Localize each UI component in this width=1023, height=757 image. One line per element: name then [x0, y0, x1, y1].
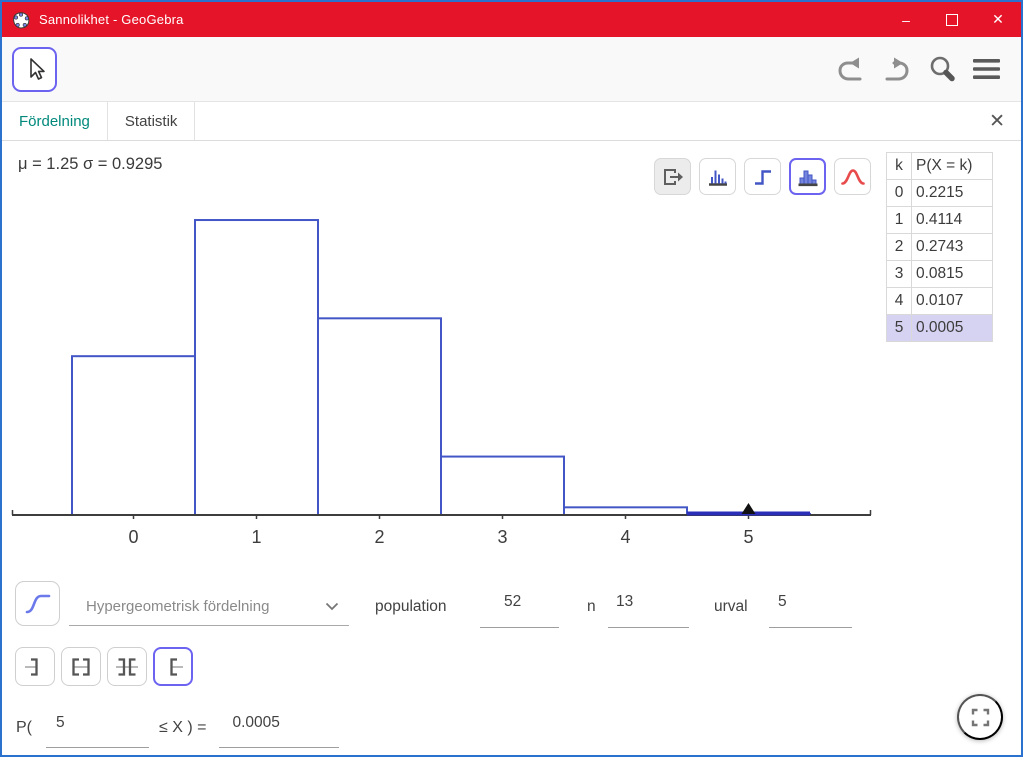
col-p-header: P(X = k)	[911, 152, 993, 180]
interval-left-button[interactable]	[15, 647, 55, 686]
histogram-bar[interactable]	[317, 317, 442, 516]
prob-lower-input[interactable]: 5	[46, 706, 149, 748]
distribution-select-value: Hypergeometrisk fördelning	[86, 598, 270, 615]
table-row[interactable]: 4 0.0107	[886, 287, 993, 315]
window-title: Sannolikhet - GeoGebra	[39, 12, 184, 27]
bar-graph-icon	[708, 170, 727, 186]
step-graph-view-button[interactable]	[744, 158, 781, 195]
x-tick-label: 0	[128, 527, 138, 547]
redo-button[interactable]	[881, 54, 912, 84]
window-controls: – ✕	[883, 2, 1021, 37]
interval-right-icon	[170, 657, 183, 676]
table-row[interactable]: 2 0.2743	[886, 233, 993, 261]
param-label-population: population	[375, 598, 447, 615]
prob-result-input[interactable]: 0.0005	[219, 706, 340, 748]
close-button[interactable]: ✕	[992, 11, 1004, 27]
interval-right-button[interactable]	[153, 647, 193, 686]
histogram-icon	[798, 170, 817, 186]
interval-between-button[interactable]	[61, 647, 101, 686]
interval-type-toolbar	[15, 647, 193, 686]
tab-distribution[interactable]: Fördelning	[2, 102, 108, 140]
normal-curve-view-button[interactable]	[834, 158, 871, 195]
table-row[interactable]: 3 0.0815	[886, 260, 993, 288]
probability-expression-row: P( 5 ≤ X ) = 0.0005	[16, 706, 340, 748]
minimize-button[interactable]: –	[902, 11, 910, 28]
interval-left-icon	[25, 657, 38, 676]
mean-sd-summary: μ = 1.25 σ = 0.9295	[18, 155, 163, 173]
toolbar	[2, 37, 1021, 102]
bar-graph-view-button[interactable]	[699, 158, 736, 195]
geogebra-logo-icon	[13, 11, 30, 28]
undo-button[interactable]	[835, 54, 866, 84]
interval-between-icon	[72, 657, 90, 676]
menu-button[interactable]	[972, 56, 1001, 82]
chevron-down-icon	[325, 602, 339, 611]
histogram-bar[interactable]	[440, 455, 565, 517]
search-icon	[930, 56, 955, 82]
interval-outside-icon	[116, 657, 138, 676]
bell-curve-icon	[840, 168, 865, 185]
interval-marker-handle[interactable]	[741, 503, 756, 514]
prob-prefix: P(	[16, 719, 32, 736]
table-header-row: k P(X = k)	[886, 152, 993, 180]
probability-table: k P(X = k) 0 0.2215 1 0.4114 2 0.2743 3 0.08…	[886, 152, 993, 342]
histogram-bar[interactable]	[71, 355, 196, 516]
panel-close-button[interactable]: ✕	[989, 110, 1005, 132]
histogram-plot[interactable]: 0 1 2 3 4 5	[2, 141, 882, 571]
export-icon	[663, 168, 683, 185]
cursor-icon	[29, 58, 45, 80]
param-input-population[interactable]: 52	[480, 587, 559, 628]
histogram-view-button[interactable]	[789, 158, 826, 195]
fullscreen-icon	[971, 708, 989, 726]
histogram-bar[interactable]	[563, 506, 688, 516]
fullscreen-button[interactable]	[957, 694, 1003, 740]
param-input-urval[interactable]: 5	[769, 587, 852, 628]
toolbar-right	[835, 54, 1011, 84]
search-button[interactable]	[927, 54, 957, 84]
table-row[interactable]: 0 0.2215	[886, 179, 993, 207]
cdf-curve-icon	[25, 594, 50, 613]
main-content: μ = 1.25 σ = 0.9295 0 1 2 3 4 5	[2, 141, 1021, 755]
hamburger-icon	[973, 59, 1000, 79]
x-tick-label: 3	[497, 527, 507, 547]
prob-operator: ≤ X ) =	[159, 719, 207, 736]
interval-outside-button[interactable]	[107, 647, 147, 686]
tab-statistics[interactable]: Statistik	[108, 102, 196, 140]
x-tick-label: 4	[620, 527, 630, 547]
param-label-urval: urval	[714, 598, 748, 615]
step-graph-icon	[754, 169, 771, 185]
param-label-n: n	[587, 598, 596, 615]
x-tick-label: 2	[374, 527, 384, 547]
titlebar: Sannolikhet - GeoGebra – ✕	[2, 2, 1021, 37]
table-row-highlighted[interactable]: 5 0.0005	[886, 314, 993, 342]
export-button[interactable]	[654, 158, 691, 195]
maximize-icon	[946, 13, 958, 26]
chart-type-toolbar	[654, 158, 871, 195]
undo-arrowhead	[850, 57, 859, 69]
move-tool-button[interactable]	[12, 46, 57, 92]
x-tick-label: 5	[743, 527, 753, 547]
x-tick-label: 1	[251, 527, 261, 547]
distribution-select[interactable]: Hypergeometrisk fördelning	[69, 588, 349, 626]
cumulative-toggle-button[interactable]	[15, 581, 60, 626]
tabbar: Fördelning Statistik ✕	[2, 102, 1021, 141]
redo-arrowhead	[894, 57, 903, 69]
maximize-button[interactable]	[929, 2, 975, 37]
param-input-n[interactable]: 13	[608, 587, 689, 628]
table-row[interactable]: 1 0.4114	[886, 206, 993, 234]
histogram-bar[interactable]	[194, 219, 319, 516]
col-k-header: k	[886, 152, 912, 180]
